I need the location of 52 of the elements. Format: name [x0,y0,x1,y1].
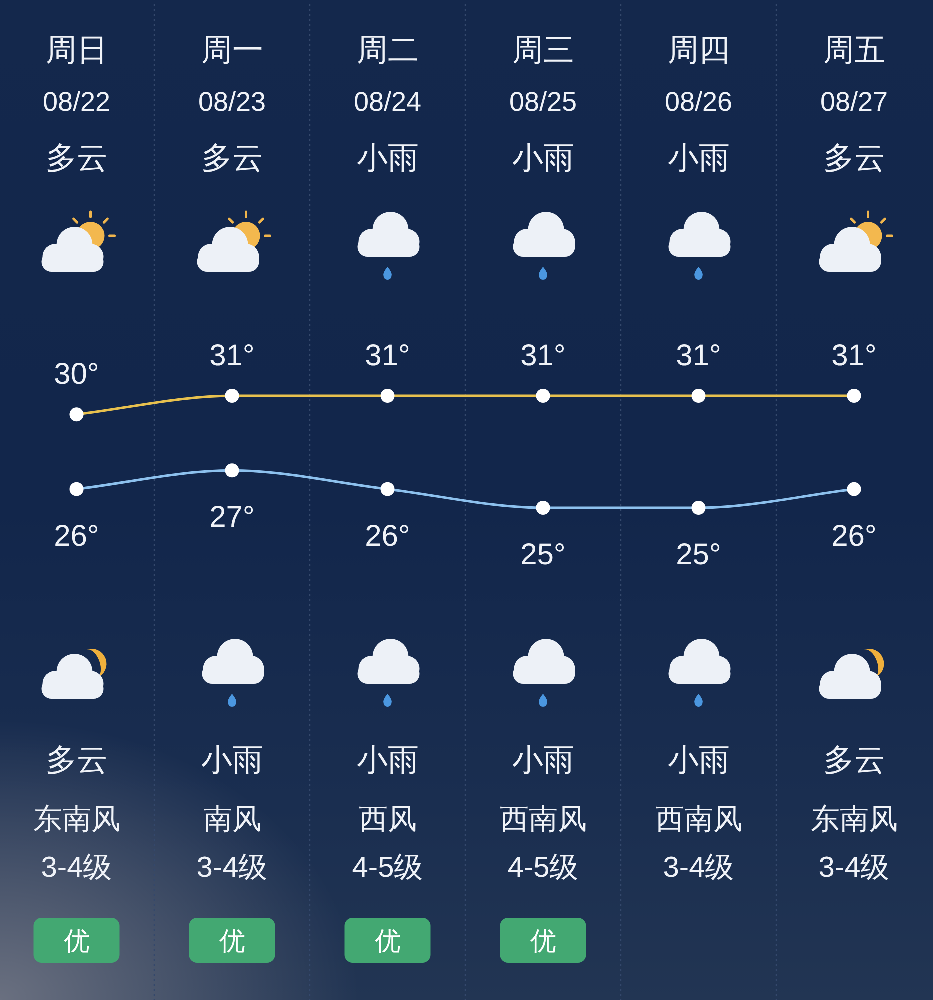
x-tick-label: 周二 [356,32,419,68]
text: 多云 [823,742,886,778]
x-tick-label: 周一 [201,32,264,68]
data-label: 26° [832,520,877,553]
data-label: 31° [832,340,877,372]
data-label: 25° [520,538,566,572]
text: 小雨 [201,742,264,778]
text: 3-4级 [818,852,890,884]
text: 优 [530,926,556,956]
text: 小雨 [512,742,574,778]
data-label: 26° [54,520,100,553]
text: 08/26 [664,87,733,117]
text: 西南风 [655,804,742,836]
text: 小雨 [668,742,730,778]
text: 小雨 [512,140,574,176]
data-label: 30° [54,358,100,392]
text: 东南风 [33,804,120,836]
text: 小雨 [356,742,419,778]
text: 08/23 [198,87,266,117]
text: 08/25 [509,87,578,117]
text: 08/22 [42,87,111,117]
text: 南风 [203,804,262,836]
x-tick-label: 周四 [668,32,730,68]
data-label: 27° [210,501,255,534]
x-tick-label: 周日 [46,32,108,68]
data-label: 31° [210,340,255,372]
text: 08/24 [354,87,422,117]
text: 小雨 [356,140,419,176]
text: 东南风 [810,804,898,836]
text: 3-4级 [196,852,268,884]
data-label: 31° [365,340,410,372]
text: 多云 [46,742,108,778]
text: 4-5级 [352,852,424,884]
text: 4-5级 [508,852,579,884]
text: 3-4级 [41,852,112,884]
data-label: 31° [676,340,722,372]
text: 小雨 [668,140,730,176]
text: 西南风 [500,804,587,836]
data-label: 26° [365,520,410,553]
data-label: 31° [520,340,566,372]
text: 西风 [358,804,417,836]
text: 优 [64,926,90,956]
text: 多云 [46,140,108,176]
text: 多云 [823,140,886,176]
x-tick-label: 周五 [823,32,886,68]
text: 优 [374,926,401,956]
data-label: 25° [676,538,722,572]
text: 3-4级 [663,852,734,884]
text: 多云 [201,140,264,176]
text: 优 [219,926,246,956]
x-tick-label: 周三 [512,32,574,68]
text: 08/27 [820,87,888,117]
